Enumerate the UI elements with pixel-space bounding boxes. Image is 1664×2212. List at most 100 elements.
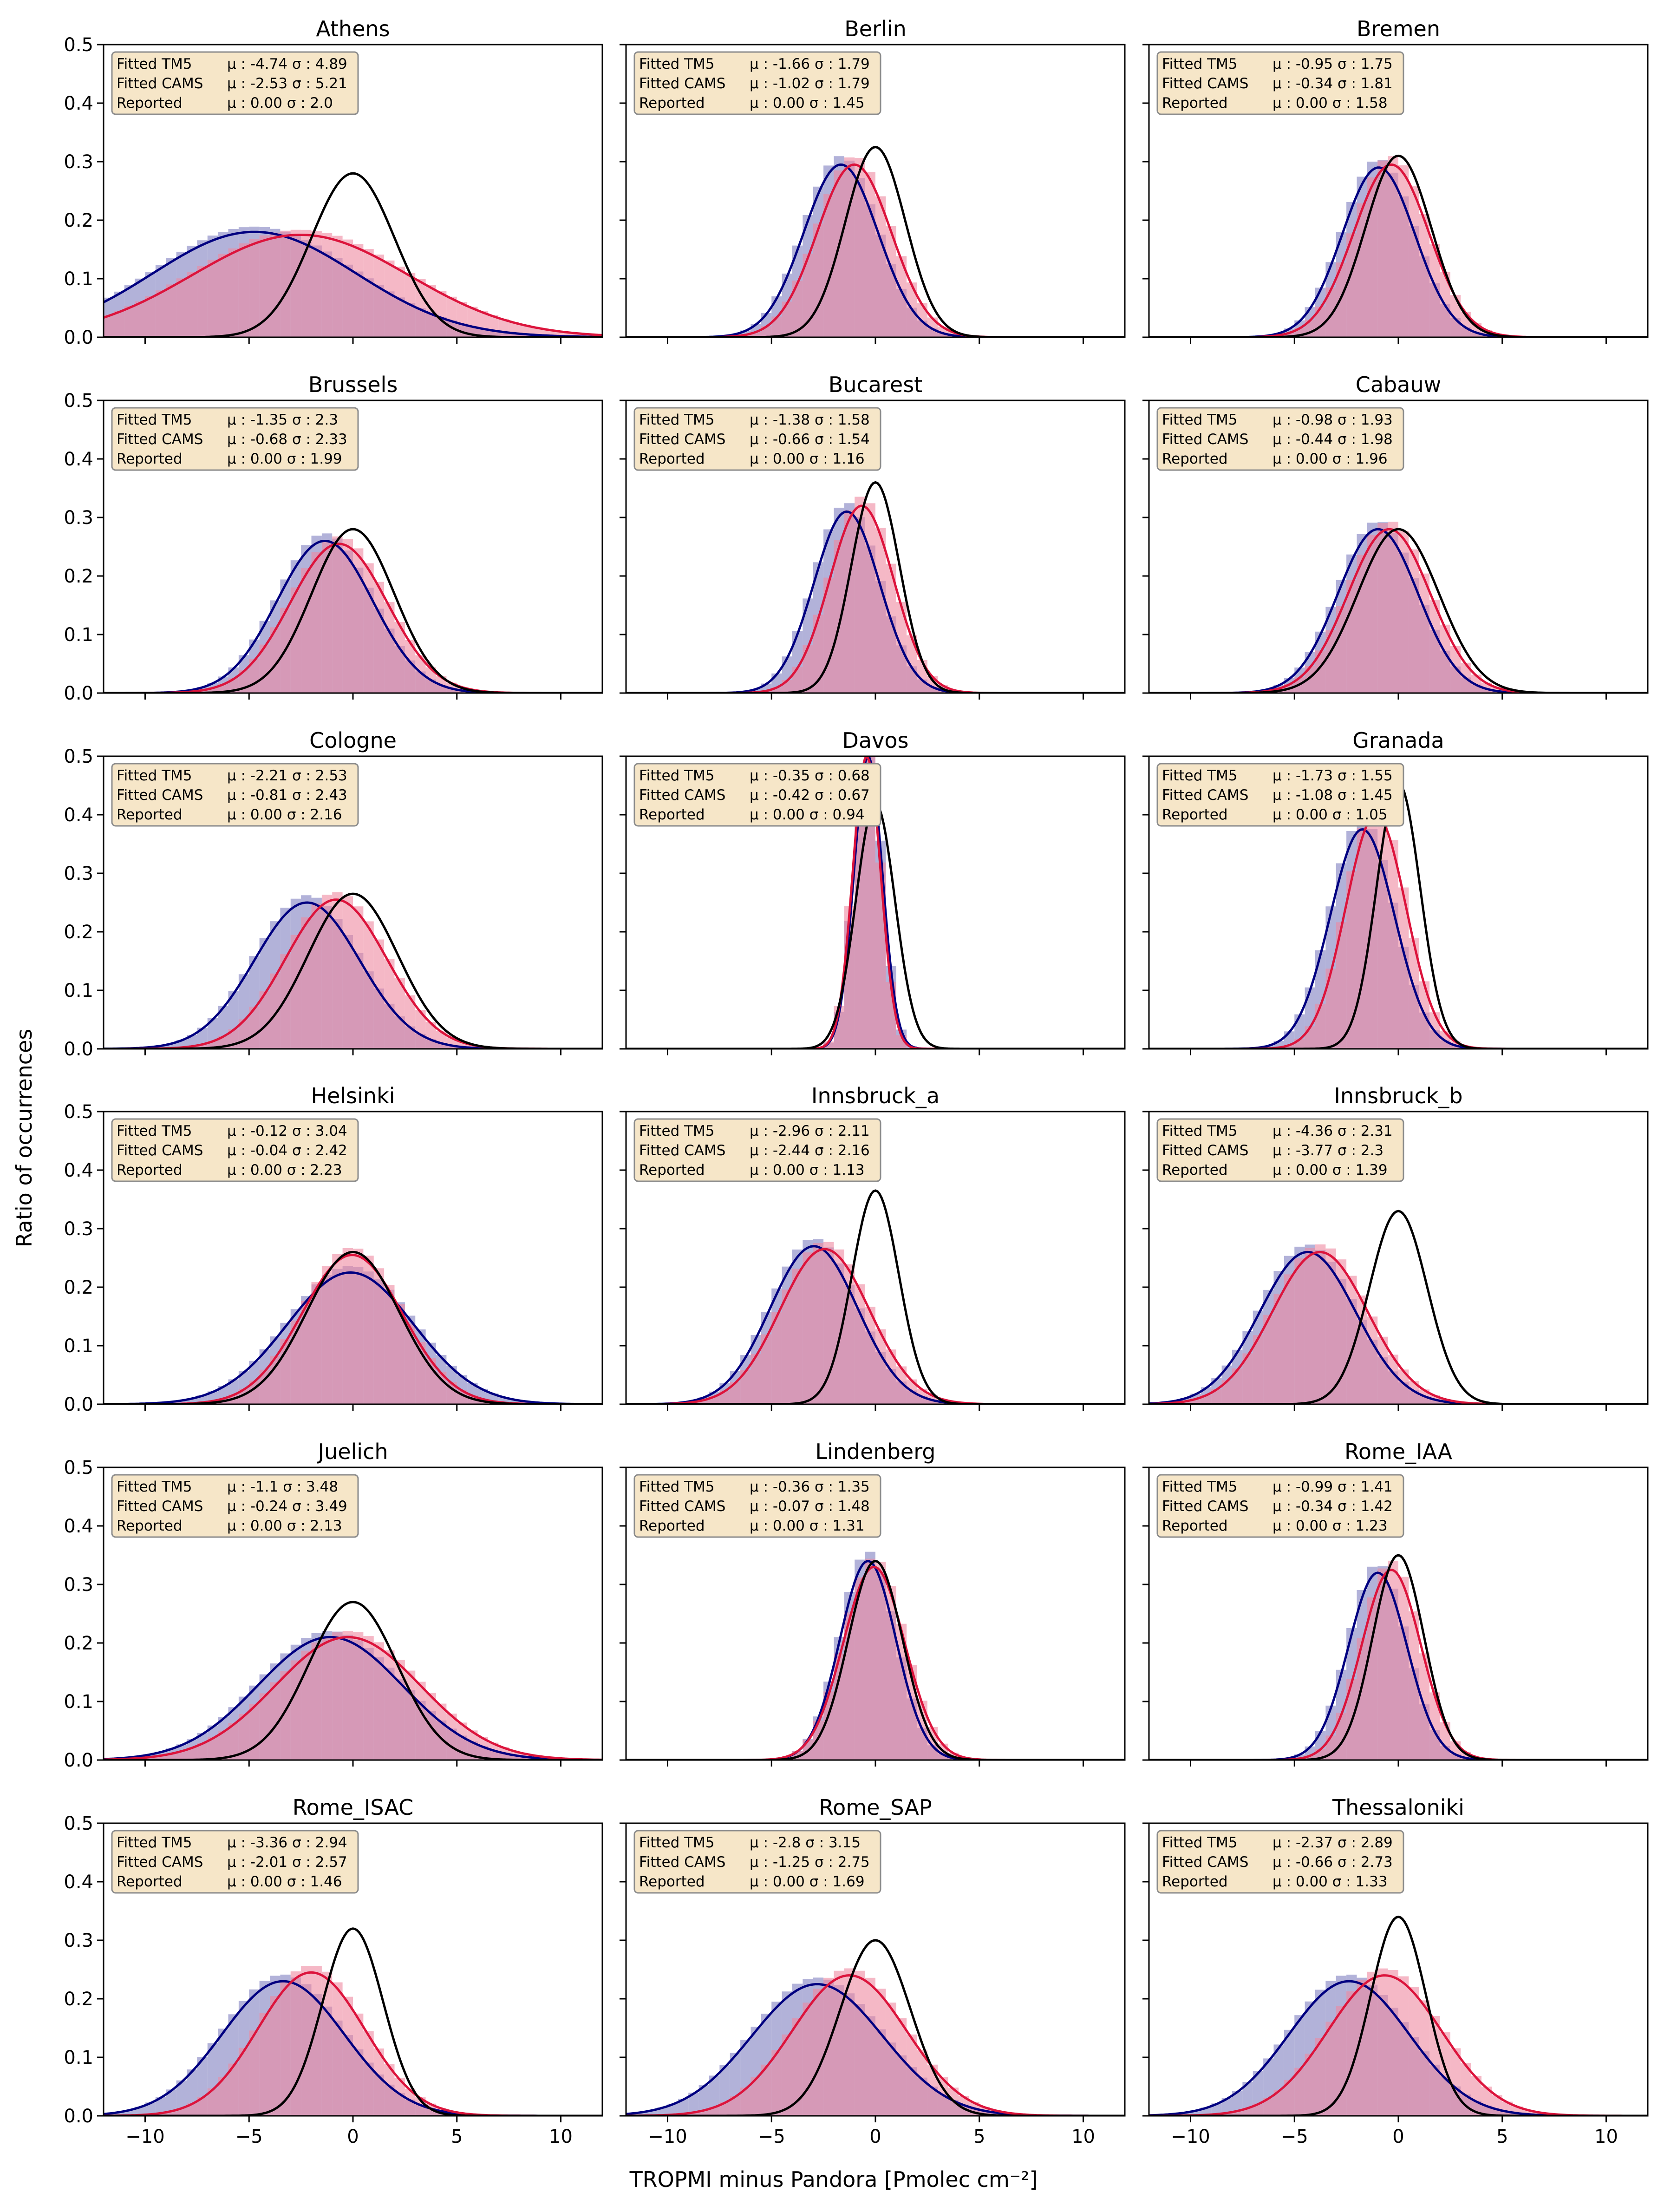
legend-name-cams: Fitted CAMS [1162,431,1248,448]
histogram-bar-cams [834,1249,844,1404]
panel-davos: Davos Fitted TM5 μ : -0.35 σ : 0.68 Fitted … [620,728,1126,1055]
histogram-bar-cams [844,510,855,693]
histogram-bar-cams [1419,573,1430,693]
histogram-bar-cams [155,1755,166,1760]
histogram-bar-cams [1398,1577,1409,1760]
histogram-bar-cams [290,587,301,693]
histogram-bar-cams [1409,186,1419,337]
y-tick-label: 0.2 [64,1989,93,2010]
y-tick-label: 0.0 [64,2106,93,2127]
histogram-bar-cams [813,1989,824,2116]
histogram-bar-cams [1481,2086,1492,2116]
histogram-bar-cams [436,1371,447,1404]
curve-cams [1149,813,1648,1049]
legend-name-cams: Fitted CAMS [639,431,725,448]
legend-stats-cams: μ : -2.53 σ : 5.21 [227,75,347,92]
legend-name-tm5: Fitted TM5 [639,1834,715,1851]
histogram-bar-cams [1336,922,1347,1049]
histogram-bar-cams [311,231,322,337]
legend-name-reported: Reported [639,806,705,823]
legend-stats-cams: μ : -0.81 σ : 2.43 [227,787,347,804]
histogram-bar-cams [896,2018,907,2116]
legend-stats-cams: μ : -0.42 σ : 0.67 [750,787,870,804]
legend-box [633,407,881,471]
legend-stats-tm5: μ : -4.74 σ : 4.89 [227,56,347,72]
histogram-bar-cams [875,1562,886,1760]
legend-name-reported: Reported [117,806,183,823]
panel-cabauw: Cabauw Fitted TM5 μ : -0.98 σ : 1.93 Fitted… [1142,372,1649,700]
legend-box [1156,51,1404,115]
histogram-bar-cams [1450,295,1461,337]
legend-name-cams: Fitted CAMS [639,1854,725,1871]
histogram-bar-cams [1388,840,1398,1049]
panel-title: Lindenberg [815,1439,935,1464]
legend-stats-tm5: μ : -2.96 σ : 2.11 [750,1123,870,1139]
histogram-bar-cams [740,1370,751,1404]
histogram-bar-cams [792,1269,803,1404]
legend-stats-cams: μ : -0.66 σ : 1.54 [750,431,870,448]
histogram-bar-cams [1357,1296,1367,1404]
histogram-bar-cams [207,687,218,693]
histogram-bar-cams [917,2050,927,2116]
histogram-bar-cams [1263,2097,1274,2116]
histogram-bar-cams [896,1623,907,1760]
panel-title: Brussels [308,372,398,397]
panel-title: Davos [842,728,909,753]
y-tick-label: 0.0 [64,683,93,704]
legend-name-tm5: Fitted TM5 [117,1834,192,1851]
legend-name-cams: Fitted CAMS [639,787,725,804]
legend-stats-reported: μ : 0.00 σ : 2.13 [227,1518,342,1534]
y-axis-label: Ratio of occurrences [12,1029,37,1248]
legend-box [1156,1474,1404,1538]
histogram-bar-cams [311,1282,322,1404]
panel-title: Granada [1352,728,1444,753]
panel-bucarest: Bucarest Fitted TM5 μ : -1.38 σ : 1.58 Fitt… [620,372,1126,700]
legend-name-reported: Reported [639,451,705,467]
legend-stats-reported: μ : 0.00 σ : 1.23 [1272,1518,1388,1534]
histogram-bar-cams [332,1254,343,1404]
histogram-bar-cams [1325,969,1336,1049]
histogram-bar-cams [1450,2048,1461,2116]
legend-stats-tm5: μ : -4.36 σ : 2.31 [1272,1123,1393,1139]
y-tick-label: 0.5 [64,1101,93,1123]
y-tick-label: 0.1 [64,2047,93,2068]
plot-area [1149,781,1648,1049]
histogram-bar-cams [249,1704,260,1760]
histogram-bar-cams [332,892,343,1049]
curve-cams [626,1248,1125,1404]
histogram-bar-cams [238,2048,249,2116]
histogram-bar-cams [373,1268,385,1404]
histogram-bar-cams [259,991,270,1049]
curve-reported [1149,1916,1648,2116]
y-tick-label: 0.2 [64,210,93,231]
legend-stats-tm5: μ : -1.66 σ : 1.79 [750,56,870,72]
histogram-bar-cams [896,1366,907,1404]
histogram-bar-cams [938,2077,948,2116]
histogram-bar-cams [1211,1389,1222,1404]
x-tick-label: −10 [125,2126,164,2147]
legend-box [633,1830,881,1894]
histogram-bar-cams [823,194,834,337]
curve-reported [104,1927,602,2116]
histogram-bar-cams [740,2088,751,2116]
histogram-bar-cams [353,1632,364,1760]
legend-name-reported: Reported [1162,1162,1228,1178]
curve-tm5 [626,1245,1125,1404]
histogram-bar-cams [342,1996,353,2116]
curve-cams [1149,1569,1648,1760]
histogram-bar-cams [207,1737,218,1760]
histogram-bar-cams [218,254,228,337]
legend-box [633,763,881,827]
histogram-bar-cams [1419,2000,1430,2116]
legend-name-tm5: Fitted TM5 [117,1479,192,1495]
histogram-bar-cams [373,255,385,337]
legend-name-tm5: Fitted TM5 [1162,412,1238,428]
histogram-bar-cams [907,2034,917,2116]
legend-box [1156,1830,1404,1894]
curve-cams [1149,163,1648,337]
histogram-bar-cams [363,249,374,337]
histogram-bar-cams [321,895,333,1049]
histogram-bar-cams [792,2018,803,2116]
histogram-bar-cams [373,939,385,1049]
legend-box [111,1118,359,1182]
